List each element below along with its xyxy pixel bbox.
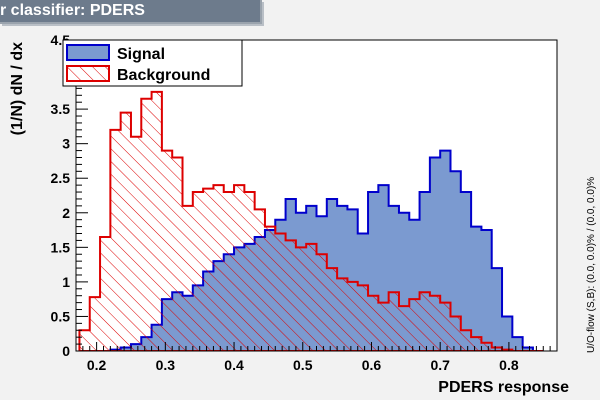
chart-title: r classifier: PDERS xyxy=(0,2,145,19)
legend-label-background: Background xyxy=(117,67,210,84)
series-background xyxy=(78,90,544,351)
y-tick-label: 1.5 xyxy=(51,239,71,255)
legend: Signal Background xyxy=(62,39,243,87)
x-tick-label: 0.5 xyxy=(293,357,313,373)
overflow-label: U/O-flow (S,B): (0.0, 0.0)% / (0.0, 0.0)… xyxy=(586,177,597,353)
y-tick-label: 2 xyxy=(62,205,70,221)
legend-swatch-background xyxy=(66,65,110,82)
x-tick-label: 0.4 xyxy=(224,357,244,373)
x-axis-label: PDERS response xyxy=(438,379,569,396)
series-layer xyxy=(78,90,544,351)
y-tick-label: 0.5 xyxy=(51,308,71,324)
y-tick-label: 3.5 xyxy=(51,101,71,117)
x-tick-label: 0.6 xyxy=(362,357,382,373)
x-tick-label: 0.7 xyxy=(430,357,450,373)
histogram-background xyxy=(78,90,544,351)
y-tick-label: 0 xyxy=(62,343,70,359)
x-tick-label: 0.2 xyxy=(87,357,107,373)
x-tick-label: 0.3 xyxy=(156,357,176,373)
legend-swatch-signal xyxy=(66,44,110,61)
title-bar: r classifier: PDERS xyxy=(0,0,262,24)
x-tick-label: 0.8 xyxy=(499,357,519,373)
y-tick-label: 3 xyxy=(62,136,70,152)
y-tick-label: 2.5 xyxy=(51,170,71,186)
y-axis-label: (1/N) dN / dx xyxy=(9,42,26,135)
y-tick-label: 1 xyxy=(62,274,70,290)
legend-label-signal: Signal xyxy=(117,46,165,63)
